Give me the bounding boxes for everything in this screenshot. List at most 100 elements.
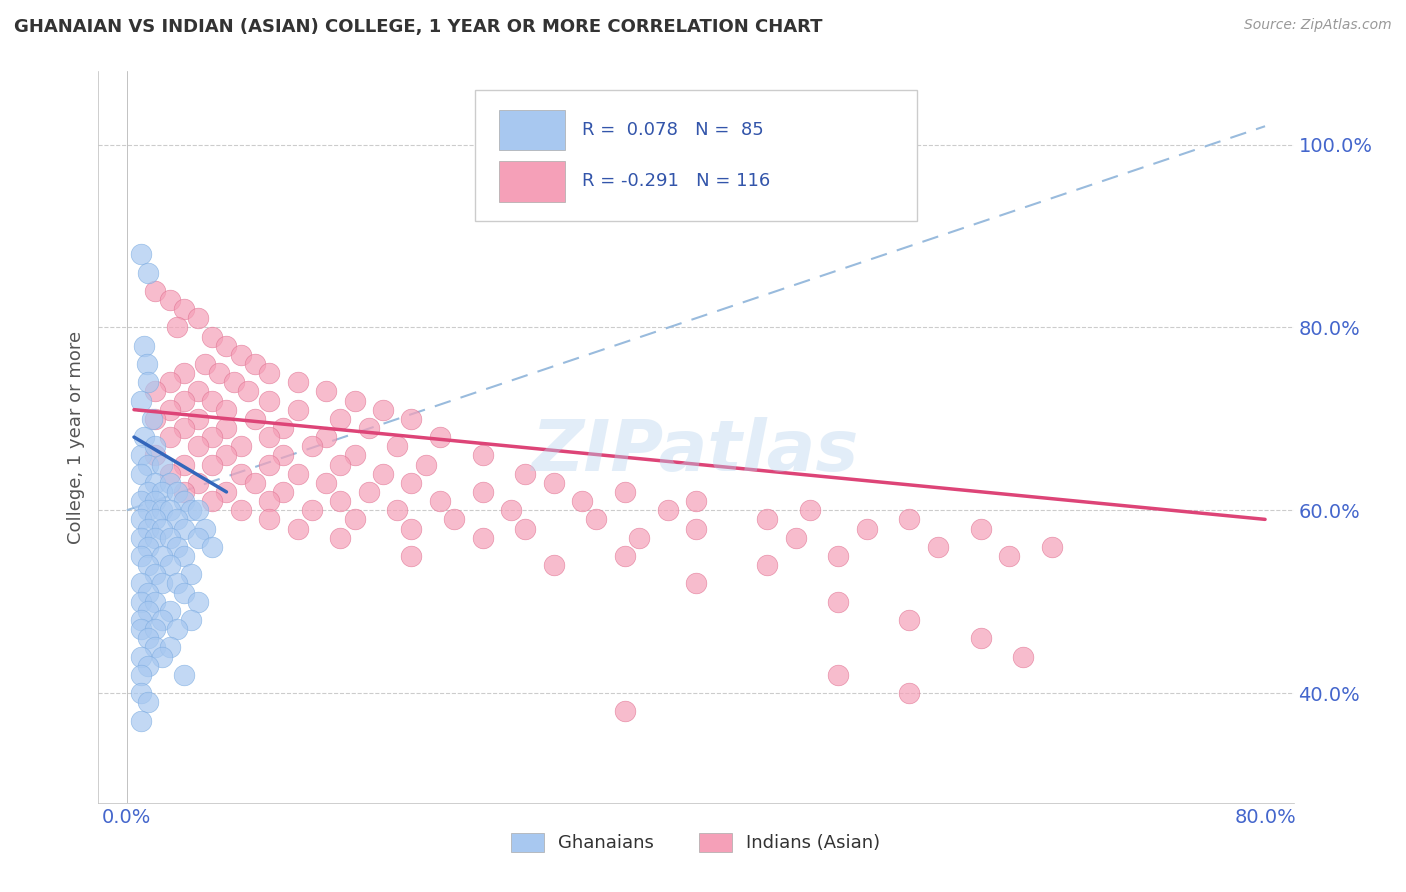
Point: [129, 649, 152, 664]
Point: [257, 366, 280, 380]
Point: [136, 375, 159, 389]
Point: [215, 402, 238, 417]
Point: [129, 512, 152, 526]
Point: [129, 247, 152, 261]
Point: [152, 549, 174, 563]
Point: [136, 458, 159, 472]
Point: [173, 393, 195, 408]
Point: [159, 430, 181, 444]
Point: [898, 686, 921, 700]
Point: [898, 512, 921, 526]
Point: [143, 448, 166, 462]
Point: [543, 475, 565, 490]
Point: [143, 384, 166, 399]
Point: [257, 458, 280, 472]
Point: [166, 320, 188, 334]
Point: [898, 613, 921, 627]
Point: [827, 594, 849, 608]
Point: [129, 393, 152, 408]
Text: R = -0.291   N = 116: R = -0.291 N = 116: [582, 172, 770, 190]
Point: [129, 467, 152, 481]
Point: [215, 339, 238, 353]
Y-axis label: College, 1 year or more: College, 1 year or more: [66, 331, 84, 543]
Point: [287, 521, 309, 535]
Point: [236, 384, 259, 399]
Text: R =  0.078   N =  85: R = 0.078 N = 85: [582, 121, 765, 139]
Point: [173, 301, 195, 317]
Point: [343, 448, 366, 462]
Point: [315, 430, 337, 444]
Point: [129, 860, 152, 874]
Point: [187, 531, 209, 545]
Point: [657, 503, 679, 517]
Point: [173, 421, 195, 435]
Point: [159, 375, 181, 389]
Point: [273, 485, 295, 500]
Legend: Ghanaians, Indians (Asian): Ghanaians, Indians (Asian): [505, 826, 887, 860]
Bar: [499, 161, 565, 202]
Point: [152, 458, 174, 472]
Point: [357, 485, 380, 500]
Point: [129, 448, 152, 462]
Point: [371, 402, 394, 417]
Point: [385, 503, 409, 517]
Point: [132, 869, 155, 883]
Point: [180, 567, 202, 582]
Point: [152, 576, 174, 591]
Point: [180, 503, 202, 517]
Point: [243, 475, 266, 490]
Point: [208, 366, 231, 380]
Point: [129, 494, 152, 508]
Point: [401, 521, 423, 535]
Point: [343, 512, 366, 526]
Point: [136, 658, 159, 673]
Point: [159, 640, 181, 655]
Point: [173, 458, 195, 472]
FancyBboxPatch shape: [475, 89, 917, 221]
Point: [301, 503, 323, 517]
Point: [429, 430, 451, 444]
Point: [173, 585, 195, 599]
Point: [143, 412, 166, 426]
Point: [173, 494, 195, 508]
Point: [187, 503, 209, 517]
Point: [136, 503, 159, 517]
Point: [143, 512, 166, 526]
Point: [159, 402, 181, 417]
Point: [143, 494, 166, 508]
Point: [515, 467, 537, 481]
Point: [201, 494, 224, 508]
Point: [143, 475, 166, 490]
Point: [385, 439, 409, 453]
Point: [136, 632, 159, 646]
Point: [215, 448, 238, 462]
Point: [1040, 540, 1063, 554]
Point: [827, 549, 849, 563]
Point: [287, 375, 309, 389]
Point: [141, 412, 163, 426]
Point: [969, 521, 991, 535]
Point: [136, 540, 159, 554]
Point: [613, 705, 636, 719]
Point: [329, 494, 352, 508]
Point: [129, 667, 152, 681]
Point: [166, 540, 188, 554]
Point: [229, 439, 252, 453]
Point: [401, 475, 423, 490]
Point: [187, 439, 209, 453]
Point: [159, 558, 181, 573]
Point: [357, 421, 380, 435]
Point: [152, 649, 174, 664]
Point: [229, 503, 252, 517]
Point: [180, 613, 202, 627]
Point: [173, 366, 195, 380]
Point: [194, 521, 217, 535]
Point: [201, 540, 224, 554]
Point: [152, 485, 174, 500]
Point: [187, 412, 209, 426]
Point: [152, 521, 174, 535]
Point: [756, 512, 779, 526]
Point: [159, 604, 181, 618]
Point: [194, 357, 217, 371]
Point: [315, 475, 337, 490]
